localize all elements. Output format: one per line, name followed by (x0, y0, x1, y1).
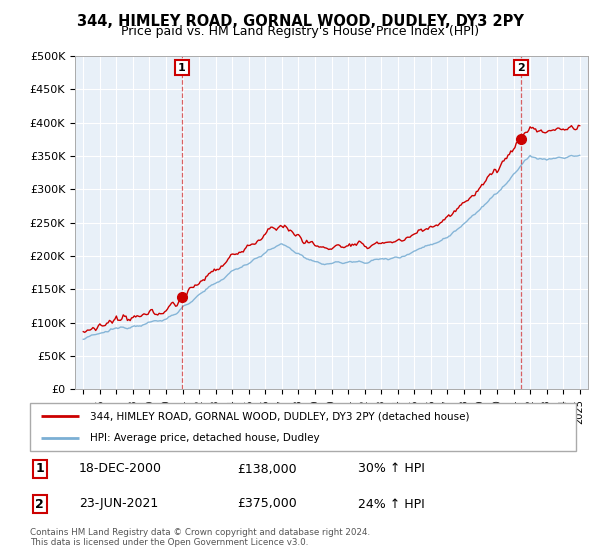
Text: Price paid vs. HM Land Registry's House Price Index (HPI): Price paid vs. HM Land Registry's House … (121, 25, 479, 38)
Text: 344, HIMLEY ROAD, GORNAL WOOD, DUDLEY, DY3 2PY (detached house): 344, HIMLEY ROAD, GORNAL WOOD, DUDLEY, D… (90, 411, 470, 421)
Text: 344, HIMLEY ROAD, GORNAL WOOD, DUDLEY, DY3 2PY: 344, HIMLEY ROAD, GORNAL WOOD, DUDLEY, D… (77, 14, 523, 29)
Text: 2: 2 (517, 63, 525, 73)
Text: 1: 1 (178, 63, 186, 73)
FancyBboxPatch shape (30, 403, 576, 451)
Text: 23-JUN-2021: 23-JUN-2021 (79, 497, 158, 511)
Text: 1: 1 (35, 463, 44, 475)
Text: 18-DEC-2000: 18-DEC-2000 (79, 463, 162, 475)
Text: 30% ↑ HPI: 30% ↑ HPI (358, 463, 424, 475)
Text: HPI: Average price, detached house, Dudley: HPI: Average price, detached house, Dudl… (90, 433, 320, 443)
Text: £138,000: £138,000 (238, 463, 297, 475)
Text: 2: 2 (35, 497, 44, 511)
Text: Contains HM Land Registry data © Crown copyright and database right 2024.
This d: Contains HM Land Registry data © Crown c… (30, 528, 370, 547)
Text: £375,000: £375,000 (238, 497, 297, 511)
Text: 24% ↑ HPI: 24% ↑ HPI (358, 497, 424, 511)
